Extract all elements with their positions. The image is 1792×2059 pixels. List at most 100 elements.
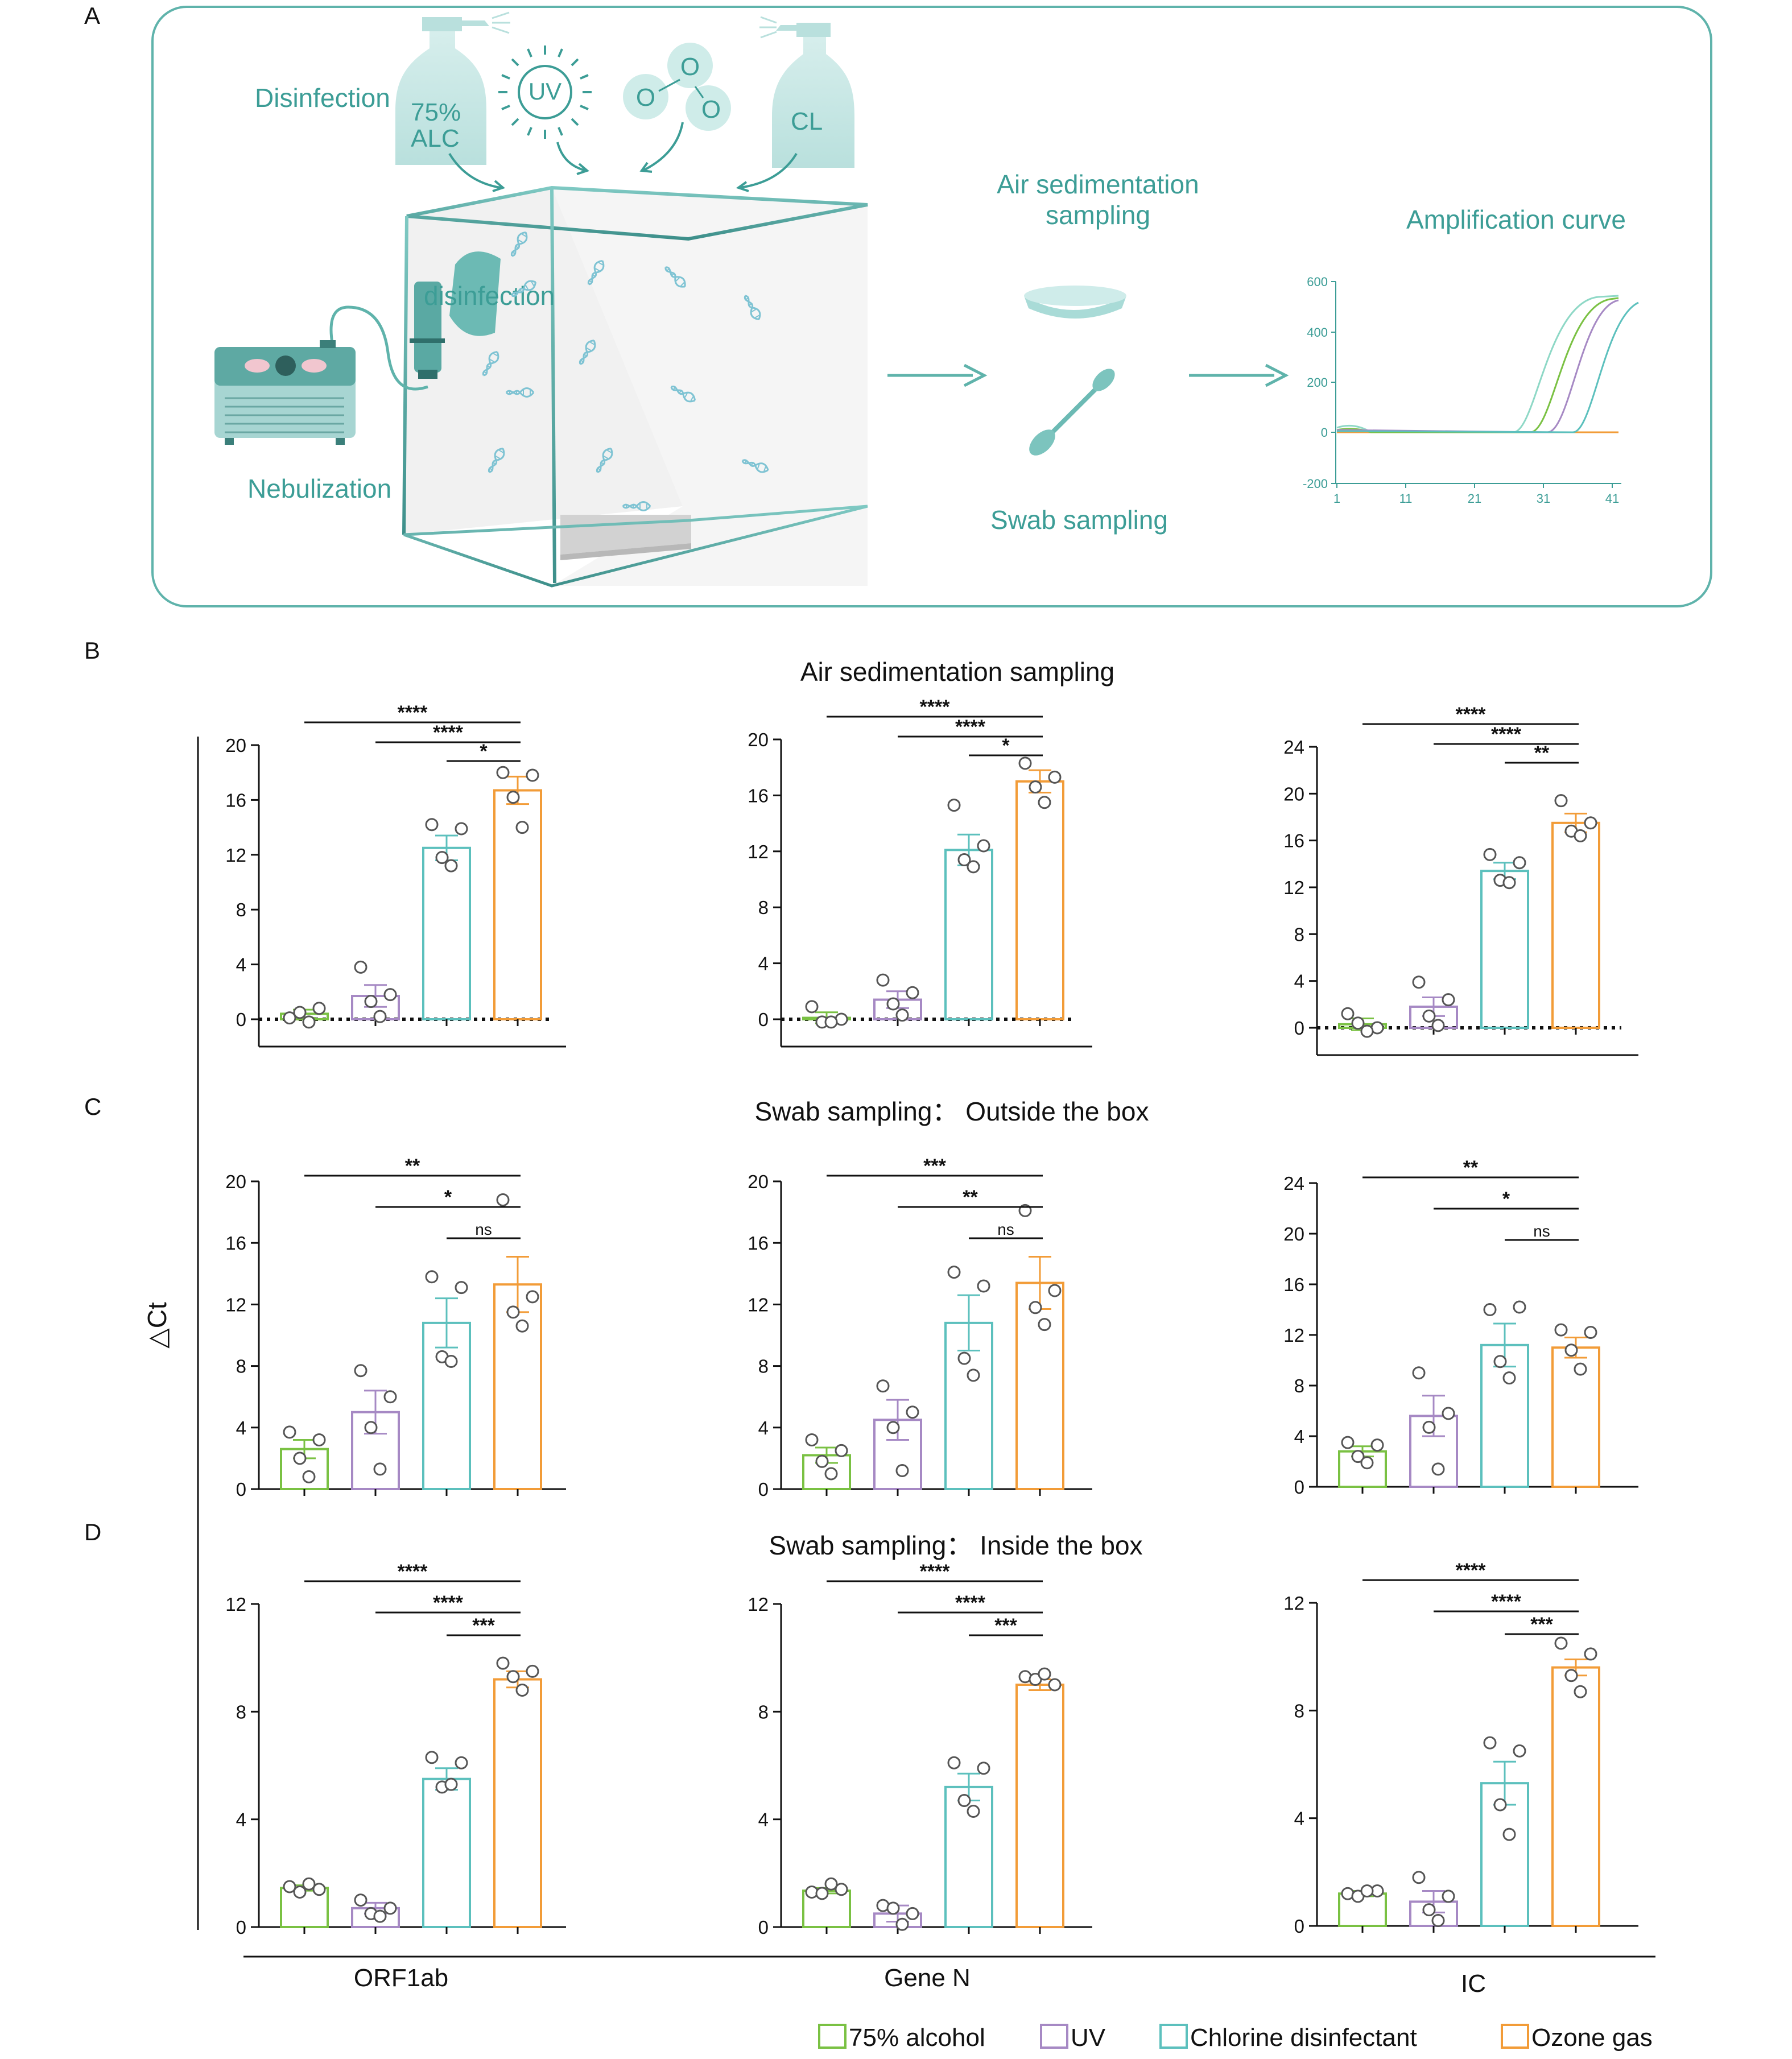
legend-label: Ozone gas [1531,2024,1653,2052]
data-point [1554,1323,1568,1337]
data-point [824,1877,838,1891]
data-point [312,1883,326,1896]
y-tick-label: 8 [758,1356,769,1377]
significance-label: **** [1456,704,1487,725]
data-point [1483,1303,1497,1316]
data-point [1431,1019,1445,1032]
chlorine-bottle-icon [759,16,854,168]
data-point [1442,1890,1455,1903]
bar [422,1777,471,1929]
data-point [1422,1420,1436,1434]
y-tick-label: 20 [748,1171,769,1192]
title-d: Swab sampling： Inside the box [769,1531,1142,1560]
y-tick-label: 0 [236,1009,246,1030]
data-point [364,995,378,1008]
bar [1480,870,1529,1030]
bar [1015,1281,1064,1491]
significance-label: **** [1491,723,1522,745]
data-point [1502,1371,1516,1385]
ozone-molecule-icon [623,43,731,131]
data-point [1422,1903,1436,1917]
data-point [977,1279,990,1293]
bar [1551,1666,1600,1928]
amp-ytick-label: 0 [1321,425,1328,440]
bar [422,846,471,1020]
y-tick-label: 12 [748,1294,769,1315]
data-point [1412,1366,1426,1380]
significance-label: **** [1456,1560,1487,1581]
amp-title: Amplification curve [1406,205,1626,234]
data-point [1584,816,1597,830]
significance-label: **** [398,1561,428,1582]
data-point [455,1281,468,1295]
data-point [506,1305,520,1319]
data-point [293,1452,307,1465]
data-point [1038,796,1051,809]
data-point [1431,1462,1445,1476]
y-axis-label: △Ct [142,1302,172,1349]
bar [1551,821,1600,1029]
y-tick-label: 0 [758,1009,769,1030]
data-point [1351,1016,1365,1030]
y-tick-label: 4 [236,1417,246,1438]
significance-label: **** [920,696,951,718]
legend-label: UV [1071,2024,1106,2052]
data-point [1493,1798,1507,1812]
y-tick-label: 4 [1294,971,1304,992]
data-point [1502,1828,1516,1841]
legend: 75% alcohol UV Chlorine disinfectant Ozone … [818,2024,1653,2052]
data-point [1564,1669,1578,1682]
data-point [425,1270,439,1284]
data-point [515,1319,529,1333]
significance-label: ns [475,1221,492,1238]
data-point [1483,1736,1497,1750]
data-point [373,1909,387,1923]
y-tick-label: 8 [236,1356,246,1377]
data-point [967,1368,980,1382]
data-point [835,1883,848,1896]
data-point [876,1379,890,1393]
nebulizer-icon [214,305,428,445]
amp-ytick-label: 600 [1307,275,1328,289]
data-point [886,997,900,1011]
flow-arrow-2 [1189,363,1289,387]
y-tick-label: 16 [748,1233,769,1254]
data-point [354,1893,368,1907]
amp-ytick-label: -200 [1303,477,1328,491]
y-tick-label: 8 [1294,924,1304,945]
data-point [506,791,520,804]
significance-label: *** [472,1615,495,1636]
data-point [947,799,961,812]
data-point [354,1364,368,1378]
amp-xtick-label: 41 [1605,491,1619,506]
air-sampling-line2: sampling [1046,200,1150,230]
data-point [515,821,529,834]
data-point [947,1756,961,1769]
bar-charts: 048121620*********048121620*********0481… [225,696,1638,1938]
data-point [1048,1678,1062,1692]
data-point [312,1433,326,1446]
data-point [302,1015,316,1029]
data-point [947,1266,961,1279]
data-point [444,1777,458,1791]
significance-label: **** [955,716,986,738]
box-disinfection-label: disinfection [424,281,555,311]
data-point [1422,1009,1436,1023]
data-point [895,1917,909,1931]
data-point [383,988,397,1002]
column-label-ic: IC [1461,1970,1486,1998]
data-point [1341,1007,1355,1020]
amp-ytick-label: 400 [1307,325,1328,340]
data-point [1360,1456,1374,1470]
significance-label: *** [923,1155,946,1177]
data-point [444,1354,458,1368]
data-point [967,860,980,874]
data-point [977,1762,990,1775]
cl-label: CL [791,108,823,135]
y-tick-label: 16 [1283,1274,1304,1295]
significance-label: ns [1533,1222,1550,1240]
uv-label: UV [528,78,561,105]
legend-swatch [818,2024,847,2049]
